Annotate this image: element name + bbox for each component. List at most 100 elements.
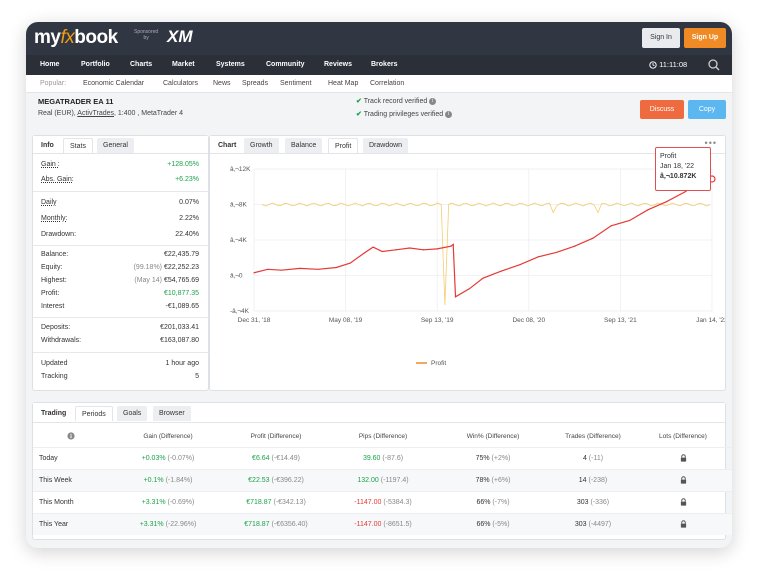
profit-data-point[interactable] bbox=[500, 270, 502, 272]
profit-data-point[interactable] bbox=[381, 250, 383, 253]
link-economic-calendar[interactable]: Economic Calendar bbox=[83, 80, 145, 87]
chart-menu-icon[interactable]: ••• bbox=[704, 138, 717, 148]
nav-reviews[interactable]: Reviews bbox=[324, 61, 353, 68]
link-calculators[interactable]: Calculators bbox=[163, 80, 199, 87]
info-icon bbox=[67, 432, 75, 440]
win-cell: 75% (+2%) bbox=[475, 455, 511, 462]
lots-cell[interactable] bbox=[643, 470, 723, 492]
y-tick-label: â‚¬0 bbox=[230, 273, 243, 280]
legend-label-profit: Profit bbox=[431, 360, 446, 367]
tab-balance[interactable]: Balance bbox=[285, 138, 323, 153]
tab-profit[interactable]: Profit bbox=[328, 138, 359, 153]
info-icon[interactable]: i bbox=[429, 97, 437, 105]
profit-data-point[interactable] bbox=[452, 243, 454, 246]
link-spreads[interactable]: Spreads bbox=[242, 80, 269, 87]
profit-data-point[interactable] bbox=[519, 264, 521, 266]
discuss-button[interactable]: Discuss bbox=[640, 100, 684, 119]
profit-data-point[interactable] bbox=[610, 225, 612, 227]
lock-icon bbox=[680, 520, 686, 528]
sign-up-button[interactable]: Sign Up bbox=[684, 28, 726, 48]
profit-data-point[interactable] bbox=[436, 248, 438, 250]
profit-data-point[interactable] bbox=[574, 245, 576, 247]
link-heat-map[interactable]: Heat Map bbox=[328, 80, 359, 87]
stat-label[interactable]: Daily bbox=[41, 199, 57, 206]
stat-label[interactable]: Gain : bbox=[41, 161, 60, 168]
tab-browser[interactable]: Browser bbox=[153, 406, 191, 421]
broker-link[interactable]: ActivTrades bbox=[77, 110, 114, 117]
search-icon[interactable] bbox=[707, 58, 721, 72]
app-window: myfxbook Sponsored by XM Sign In Sign Up … bbox=[26, 22, 732, 548]
profit-data-point[interactable] bbox=[592, 237, 594, 239]
period-info-header[interactable] bbox=[62, 427, 80, 447]
profit-cell: €718.87 (-€342.13) bbox=[246, 499, 306, 506]
profit-cell: €718.87 (-€6356.40) bbox=[244, 521, 308, 528]
tab-drawdown[interactable]: Drawdown bbox=[363, 138, 409, 153]
tab-info[interactable]: Info bbox=[41, 142, 54, 149]
profit-data-point[interactable] bbox=[267, 268, 269, 270]
myfxbook-logo[interactable]: myfxbook bbox=[34, 27, 118, 49]
profit-data-point[interactable] bbox=[647, 209, 649, 211]
sponsor-logo[interactable]: XM bbox=[167, 27, 193, 46]
nav-brokers[interactable]: Brokers bbox=[371, 61, 398, 68]
profit-data-point[interactable] bbox=[349, 262, 351, 264]
profit-chart[interactable]: â‚¬12K â‚¬8K â‚¬4K â‚¬0 -â‚¬4K Dec 31, '18 May… bbox=[210, 155, 725, 390]
period-label: Today bbox=[39, 455, 58, 462]
tab-growth[interactable]: Growth bbox=[244, 138, 279, 153]
tab-stats[interactable]: Stats bbox=[63, 138, 93, 153]
profit-data-point[interactable] bbox=[299, 267, 301, 269]
profit-data-point[interactable] bbox=[372, 246, 374, 248]
info-icon[interactable]: i bbox=[445, 110, 453, 118]
profit-data-point[interactable] bbox=[683, 191, 686, 193]
header-gain: Gain (Difference) bbox=[143, 433, 193, 440]
profit-data-point[interactable] bbox=[555, 251, 557, 254]
nav-charts[interactable]: Charts bbox=[130, 61, 153, 68]
profit-data-point[interactable] bbox=[253, 272, 255, 274]
stat-label[interactable]: Monthly: bbox=[41, 215, 68, 222]
copy-button[interactable]: Copy bbox=[688, 100, 726, 119]
stat-label: Deposits: bbox=[41, 324, 71, 331]
link-news[interactable]: News bbox=[213, 80, 231, 87]
profit-data-point[interactable] bbox=[450, 245, 452, 247]
stat-label[interactable]: Abs. Gain: bbox=[41, 176, 74, 183]
nav-market[interactable]: Market bbox=[172, 61, 195, 68]
profit-data-point[interactable] bbox=[482, 277, 484, 279]
profit-data-point[interactable] bbox=[395, 249, 397, 251]
pips-cell: -1147.00 (-8651.5) bbox=[354, 521, 412, 528]
divider bbox=[33, 317, 209, 318]
nav-portfolio[interactable]: Portfolio bbox=[81, 61, 110, 68]
periods-panel: Trading Periods Goals Browser Gain (Diff… bbox=[32, 402, 732, 540]
tab-chart[interactable]: Chart bbox=[218, 142, 237, 149]
profit-data-point[interactable] bbox=[537, 256, 539, 258]
profit-data-point[interactable] bbox=[454, 296, 457, 298]
profit-data-point[interactable] bbox=[628, 219, 631, 222]
track-record-verified: ✔ Track record verified i bbox=[356, 97, 437, 105]
profit-data-point[interactable] bbox=[665, 201, 667, 203]
tab-goals[interactable]: Goals bbox=[117, 406, 148, 421]
profit-data-point[interactable] bbox=[468, 288, 470, 290]
link-correlation[interactable]: Correlation bbox=[370, 80, 405, 87]
trades-cell: 14 (-238) bbox=[578, 477, 608, 484]
tab-periods[interactable]: Periods bbox=[75, 406, 113, 421]
lots-cell[interactable] bbox=[643, 514, 723, 536]
nav-systems[interactable]: Systems bbox=[216, 61, 245, 68]
profit-data-point[interactable] bbox=[422, 249, 425, 251]
profit-data-point[interactable] bbox=[280, 269, 283, 271]
nav-home[interactable]: Home bbox=[40, 61, 60, 68]
lock-icon bbox=[680, 476, 686, 484]
y-tick-label: -â‚¬4K bbox=[230, 308, 250, 315]
profit-data-point[interactable] bbox=[317, 268, 319, 270]
stat-profit: Profit: €10,877.35 bbox=[41, 288, 199, 300]
profit-data-point[interactable] bbox=[363, 252, 365, 254]
lots-cell[interactable] bbox=[643, 448, 723, 470]
win-cell: 66% (-5%) bbox=[476, 521, 510, 528]
tab-general[interactable]: General bbox=[97, 138, 134, 153]
profit-data-point[interactable] bbox=[409, 247, 411, 249]
link-sentiment[interactable]: Sentiment bbox=[280, 80, 312, 87]
sign-in-button[interactable]: Sign In bbox=[642, 28, 680, 48]
profit-data-point[interactable] bbox=[335, 266, 338, 269]
lots-cell[interactable] bbox=[643, 492, 723, 514]
chart-legend[interactable]: Profit bbox=[416, 360, 446, 367]
divider bbox=[33, 191, 209, 192]
nav-community[interactable]: Community bbox=[266, 61, 305, 68]
tab-trading[interactable]: Trading bbox=[41, 410, 67, 417]
